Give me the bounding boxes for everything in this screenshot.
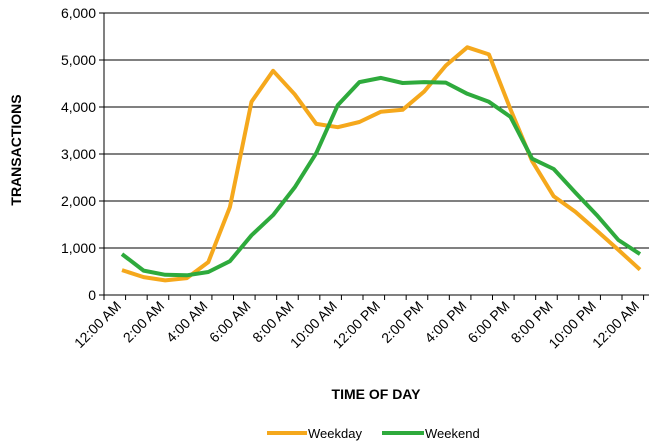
y-axis-title: TRANSACTIONS: [8, 94, 24, 205]
legend: Weekday Weekend: [267, 426, 480, 441]
series-line-weekend: [120, 75, 642, 278]
y-tick-label: 0: [88, 287, 96, 303]
legend-label-weekend: Weekend: [425, 426, 480, 441]
x-axis-title: TIME OF DAY: [332, 386, 422, 402]
axes: [99, 12, 649, 300]
x-tick-label: 4:00 AM: [163, 298, 211, 346]
x-tick-label: 6:00 PM: [464, 298, 512, 346]
y-tick-label: 1,000: [61, 240, 96, 256]
x-tick-labels: 12:00 AM2:00 AM4:00 AM6:00 AM8:00 AM10:0…: [71, 298, 642, 352]
series-line-weekday: [121, 45, 642, 283]
x-tick-label: 12:00 AM: [71, 298, 124, 351]
y-tick-label: 5,000: [61, 52, 96, 68]
y-tick-labels: 0 1,000 2,000 3,000 4,000 5,000 6,000: [61, 5, 96, 303]
series-lines: [120, 45, 642, 283]
x-tick-label: 4:00 PM: [421, 298, 469, 346]
x-tick-label: 2:00 PM: [378, 298, 426, 346]
grid-lines: [104, 12, 649, 249]
x-tick-label: 12:00 PM: [329, 298, 383, 352]
y-tick-label: 3,000: [61, 146, 96, 162]
x-tick-label: 10:00 PM: [545, 298, 599, 352]
y-tick-label: 6,000: [61, 5, 96, 21]
x-tick-label: 12:00 AM: [589, 298, 642, 351]
y-tick-label: 2,000: [61, 193, 96, 209]
x-tick-label: 6:00 AM: [206, 298, 254, 346]
y-tick-label: 4,000: [61, 99, 96, 115]
x-tick-label: 2:00 AM: [120, 298, 168, 346]
legend-label-weekday: Weekday: [308, 426, 362, 441]
